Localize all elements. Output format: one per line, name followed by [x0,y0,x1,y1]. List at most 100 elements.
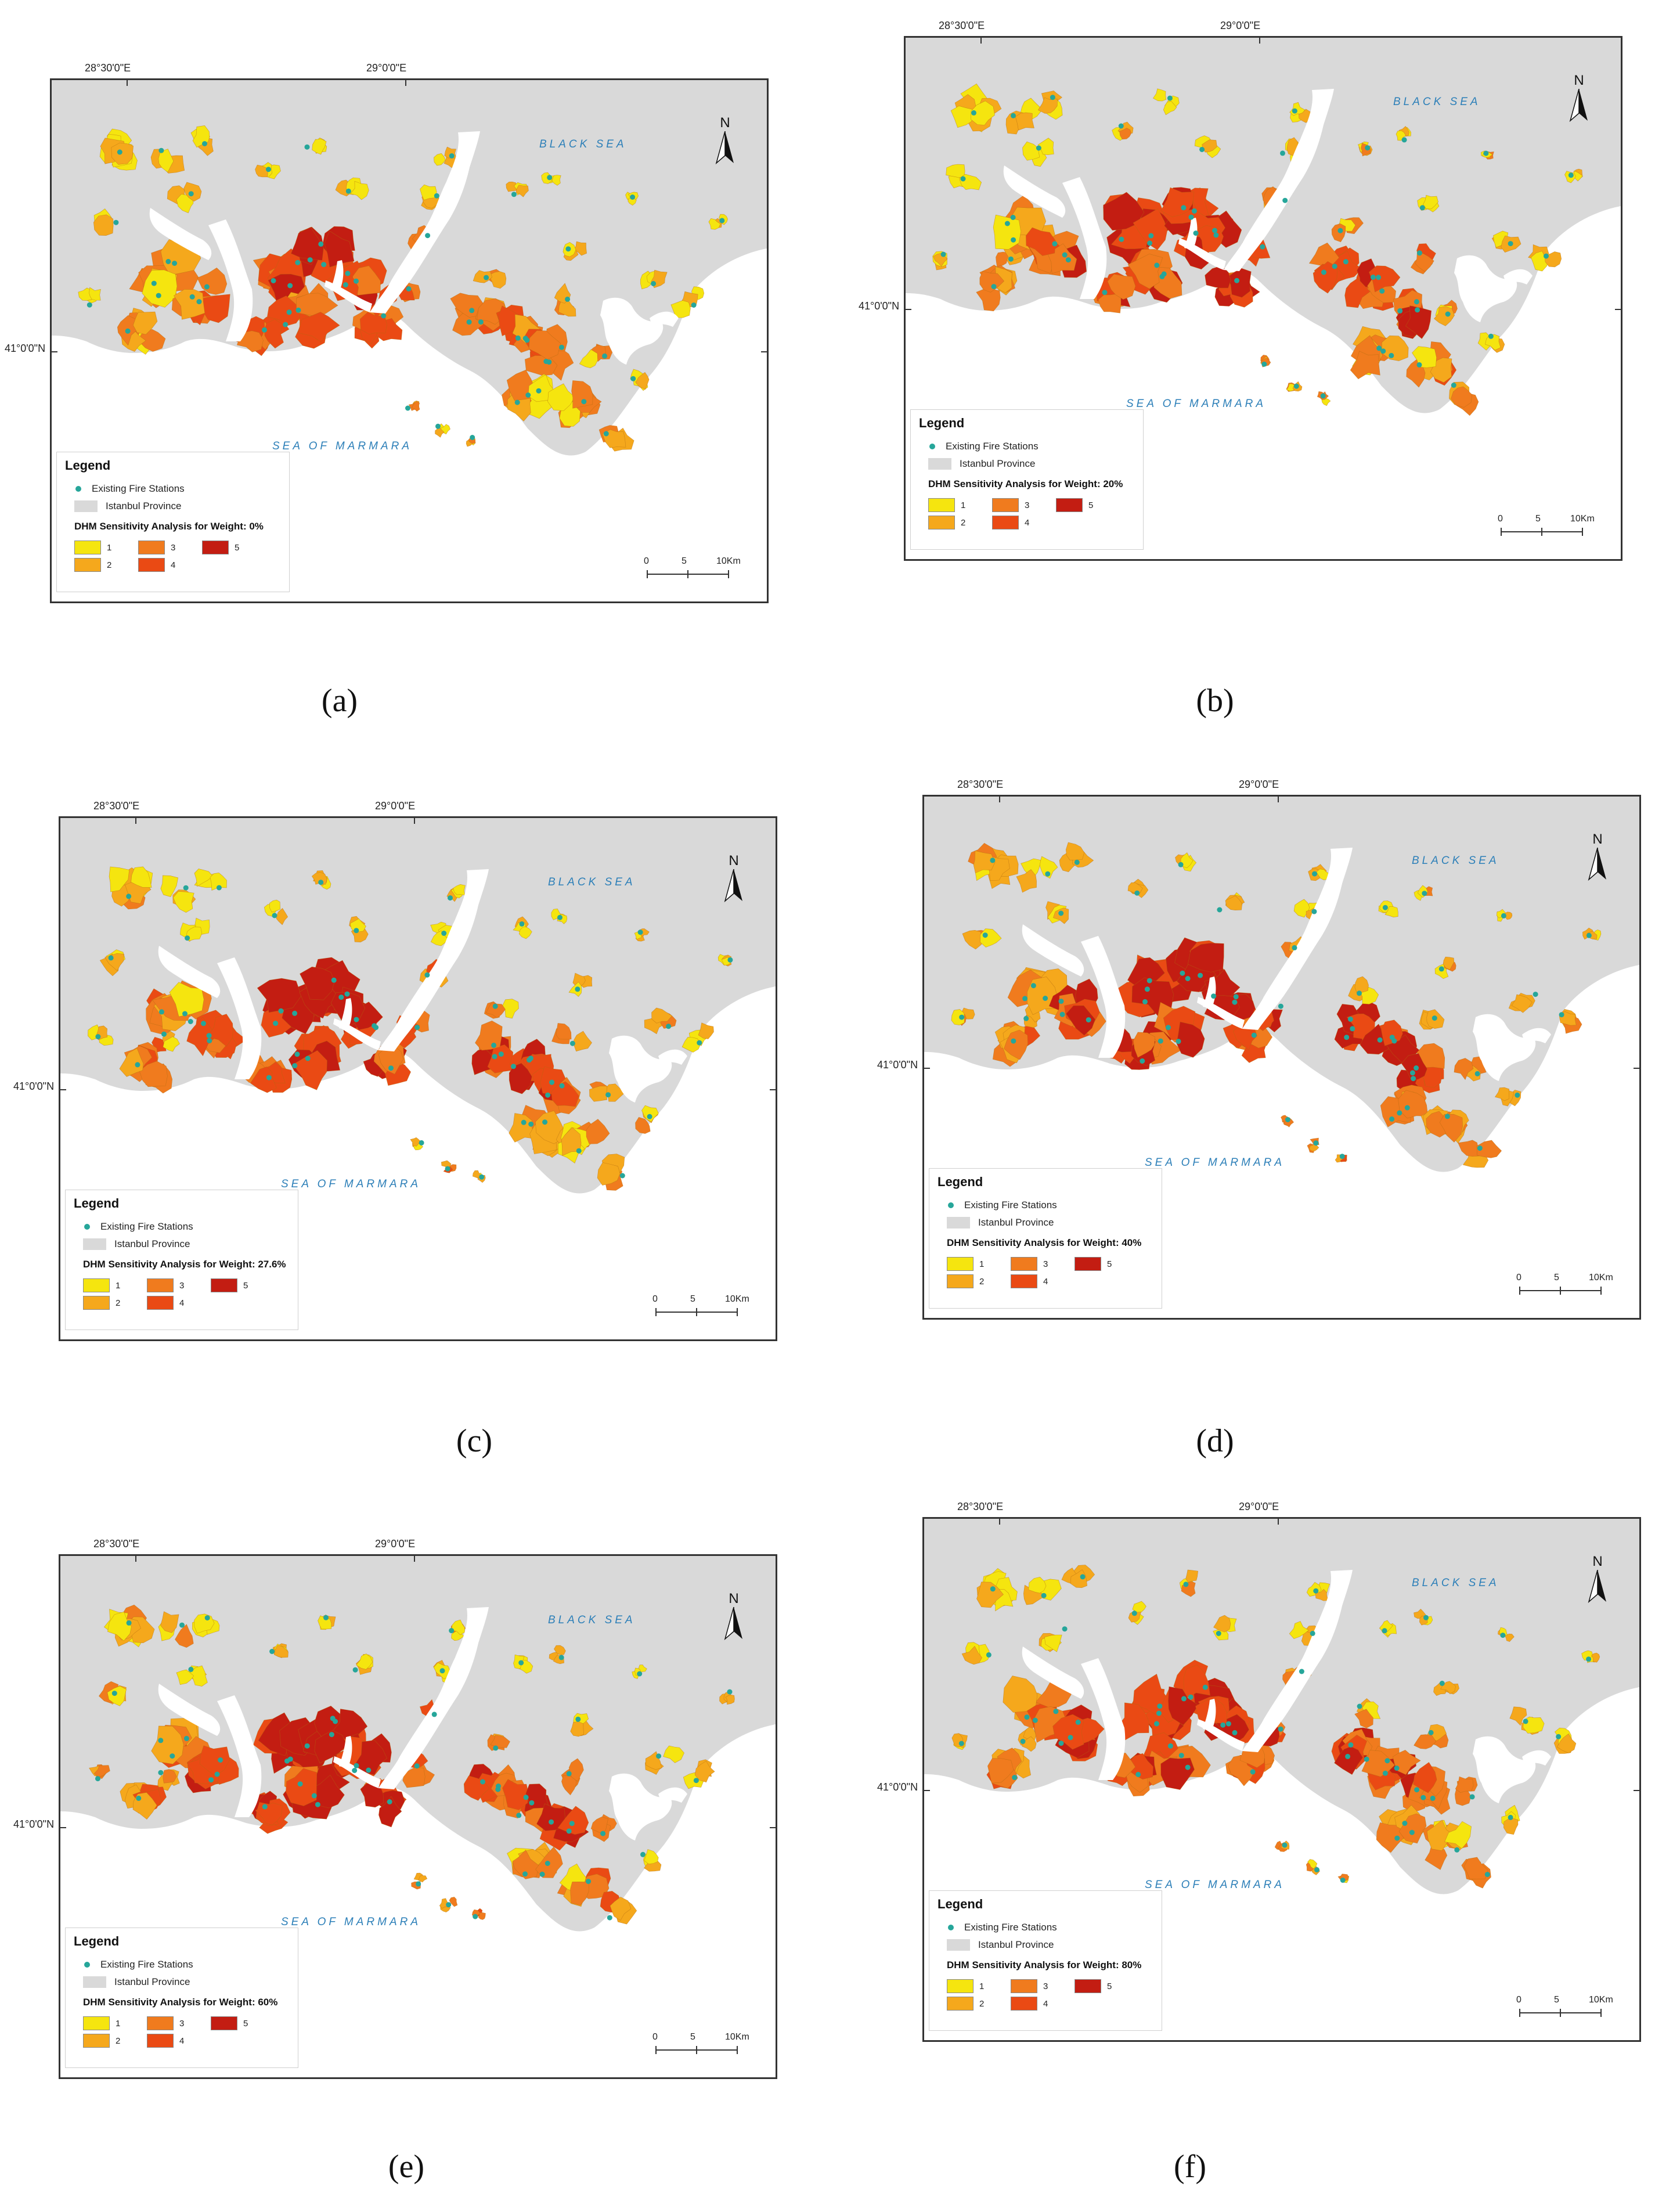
legend-class-3: 3 [138,541,175,554]
district-polygon [411,401,420,412]
district-polygon [561,1127,582,1156]
fire-station-marker [557,914,563,920]
fire-station-marker [1389,352,1394,358]
district-polygon [1289,1621,1310,1639]
district-polygon [976,1581,1004,1608]
water-body [650,311,679,327]
district-polygon [1415,250,1434,272]
fire-station-marker [959,1014,965,1020]
fire-station-marker [1043,996,1048,1001]
fire-station-marker [637,930,643,935]
fire-station-marker [278,1008,284,1014]
fire-station-marker [1058,910,1064,916]
legend-row-province: Istanbul Province [947,1216,1054,1229]
fire-station-marker [1045,871,1051,877]
legend-label-province: Istanbul Province [978,1939,1054,1950]
district-polygon [1451,386,1473,408]
fire-station-marker [159,1009,164,1015]
fire-station-marker [990,1586,996,1592]
sea-of-marmara-label: SEA OF MARMARA [281,1178,421,1190]
map-panel-a: BLACK SEA SEA OF MARMARA N Legend Existing F… [50,78,769,603]
fire-station-marker [1158,1038,1163,1044]
class-swatch-4 [147,2034,174,2048]
fire-station-marker [1074,859,1080,865]
fire-station-marker [1052,241,1058,247]
fire-station-marker [536,388,542,394]
district-polygon [1132,1601,1146,1613]
legend-class-label: 4 [171,560,176,570]
legend-class-label: 5 [243,2018,248,2029]
district-polygon [1443,956,1455,970]
fire-station-marker [656,1753,662,1759]
water-body [1203,977,1216,1008]
fire-station-marker [445,1166,450,1172]
panel-caption-a: (a) [321,683,358,719]
legend-label-fire-stations: Existing Fire Stations [100,1221,193,1232]
fire-station-marker [1199,147,1205,152]
district-polygon [1376,1822,1406,1853]
district-polygon [349,918,366,932]
district-polygon [111,142,134,165]
fire-station-marker [565,246,571,252]
fire-station-marker [448,895,453,901]
fire-station-marker [521,1119,527,1125]
fire-station-marker [344,991,350,997]
fire-station-marker [1211,993,1217,999]
legend-class-1: 1 [947,1979,984,1993]
fire-station-marker [156,293,161,298]
fire-station-marker [1483,150,1489,156]
district-polygon [93,214,114,236]
scale-tick [737,2046,738,2054]
legend-class-1: 1 [947,1257,984,1271]
fire-station-marker [1188,1694,1194,1700]
map-svg [60,1556,776,1932]
black-sea-label: BLACK SEA [548,1614,636,1626]
district-polygon [472,1170,481,1179]
fire-station-marker [449,153,455,158]
class-swatch-3 [147,1278,174,1292]
scale-label: 10Km [725,1294,749,1304]
legend-class-1: 1 [83,2016,120,2030]
fire-station-marker [1011,113,1016,118]
class-swatch-3 [1011,1257,1037,1271]
fire-station-marker [569,1821,575,1826]
fire-station-marker [1278,1726,1283,1732]
legend-class-label: 1 [961,500,966,510]
sea-of-marmara-label: SEA OF MARMARA [272,440,413,452]
district-polygon [1413,1761,1437,1793]
fire-station-marker [1432,1015,1437,1021]
district-polygon [1476,1140,1502,1158]
district-polygon [644,1849,659,1865]
fire-station-marker [1394,1835,1400,1841]
district-polygon [1070,1569,1088,1588]
water-body [1003,165,1066,218]
fire-station-marker [1292,945,1297,950]
district-polygon [109,866,130,892]
legend-class-label: 1 [116,2018,121,2029]
fire-station-marker [1365,145,1371,151]
fire-station-marker [262,327,267,333]
class-swatch-3 [1011,1979,1037,1993]
legend-class-label: 1 [979,1259,985,1269]
district-polygon [506,181,517,192]
water-body [609,1773,672,1840]
longitude-label: 28°30'0"E [957,1501,1004,1512]
district-polygon [1168,1686,1199,1725]
fire-station-marker [439,1668,445,1674]
fire-station-marker [1154,1721,1159,1727]
district-polygon [951,1009,965,1025]
fire-station-marker [581,399,587,405]
fire-station-marker [1523,1719,1528,1724]
district-polygon [350,181,369,200]
legend-row-province: Istanbul Province [83,1976,190,1988]
fire-station-marker [566,1771,572,1777]
fire-station-marker [283,322,289,327]
panel-caption-c: (c) [456,1423,493,1459]
fire-station-marker [630,194,636,200]
district-polygon [554,1645,566,1655]
district-polygon [1176,1021,1205,1058]
fire-station-marker [529,1800,535,1806]
district-polygon [163,1769,177,1784]
class-swatch-1 [74,541,101,554]
fire-station-marker [1454,1847,1460,1853]
